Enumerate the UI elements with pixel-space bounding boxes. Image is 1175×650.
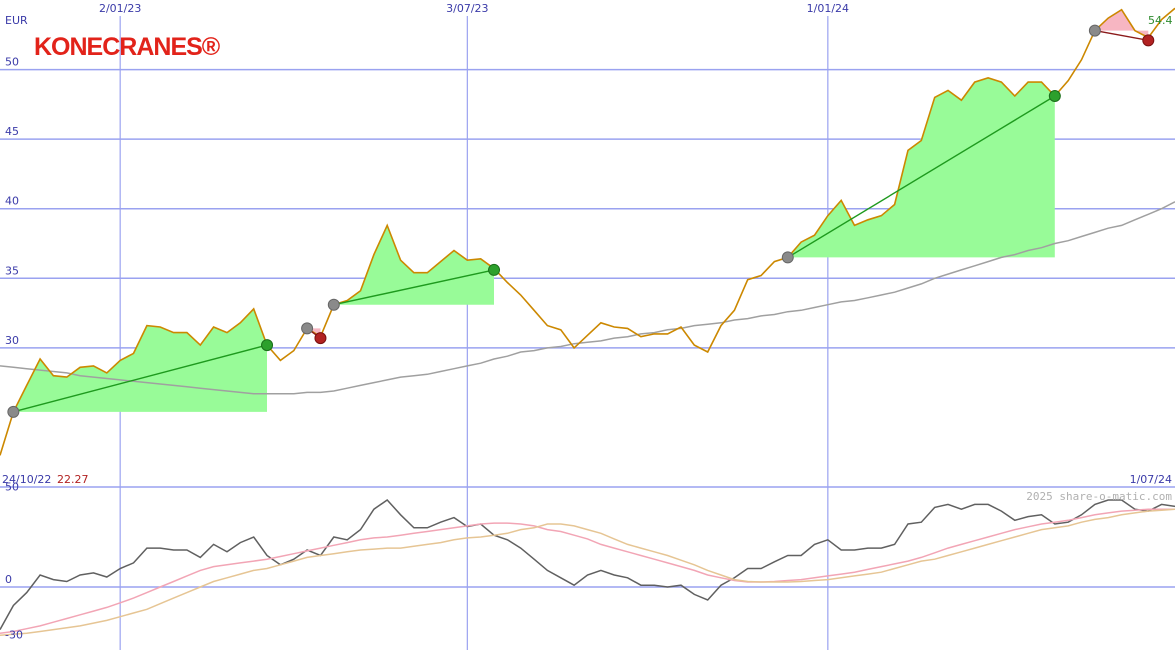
- watermark: 2025 share-o-matic.com: [1026, 490, 1172, 503]
- y-tick-label: 50: [5, 480, 19, 493]
- signal-line: [13, 344, 268, 413]
- series-line: [0, 201, 1175, 395]
- series-line: [0, 508, 1175, 635]
- plot: [0, 7, 1175, 636]
- y-tick-label: 40: [5, 195, 19, 208]
- signal-line: [333, 269, 495, 306]
- signal-area: [787, 77, 1055, 258]
- y-tick-label: 30: [5, 334, 19, 347]
- y-tick-label: 35: [5, 264, 19, 277]
- price-line: [0, 7, 1175, 456]
- entry-dot: [301, 322, 314, 335]
- last-value-label: 54.4: [1148, 14, 1173, 27]
- y-tick-label: 0: [5, 573, 12, 586]
- signal-line: [787, 95, 1056, 259]
- x-tick-label: 1/01/24: [807, 2, 849, 15]
- y-tick-label: -30: [5, 629, 23, 642]
- y-tick-label: 50: [5, 56, 19, 69]
- exit-dot: [314, 332, 327, 345]
- unit-label: EUR: [5, 14, 28, 27]
- series-line: [0, 499, 1175, 630]
- entry-dot: [7, 405, 20, 418]
- exit-dot: [1142, 34, 1155, 47]
- signal-line: [1094, 29, 1149, 42]
- exit-dot: [261, 339, 274, 352]
- signal-area: [13, 308, 268, 412]
- start-value-label: 22.27: [57, 473, 89, 486]
- logo: KONECRANES®: [34, 33, 221, 61]
- x-tick-label: 24/10/22: [2, 473, 51, 486]
- exit-dot: [1048, 90, 1061, 103]
- grid: [0, 16, 1175, 650]
- series-line: [0, 508, 1175, 636]
- x-tick-label: 2/01/23: [99, 2, 141, 15]
- entry-dot: [781, 251, 794, 264]
- signal-area: [333, 225, 494, 305]
- y-tick-label: 45: [5, 125, 19, 138]
- exit-dot: [488, 263, 501, 276]
- entry-dot: [1088, 24, 1101, 37]
- entry-dot: [327, 298, 340, 311]
- x-tick-label: 1/07/24: [1130, 473, 1172, 486]
- x-tick-label: 3/07/23: [446, 2, 488, 15]
